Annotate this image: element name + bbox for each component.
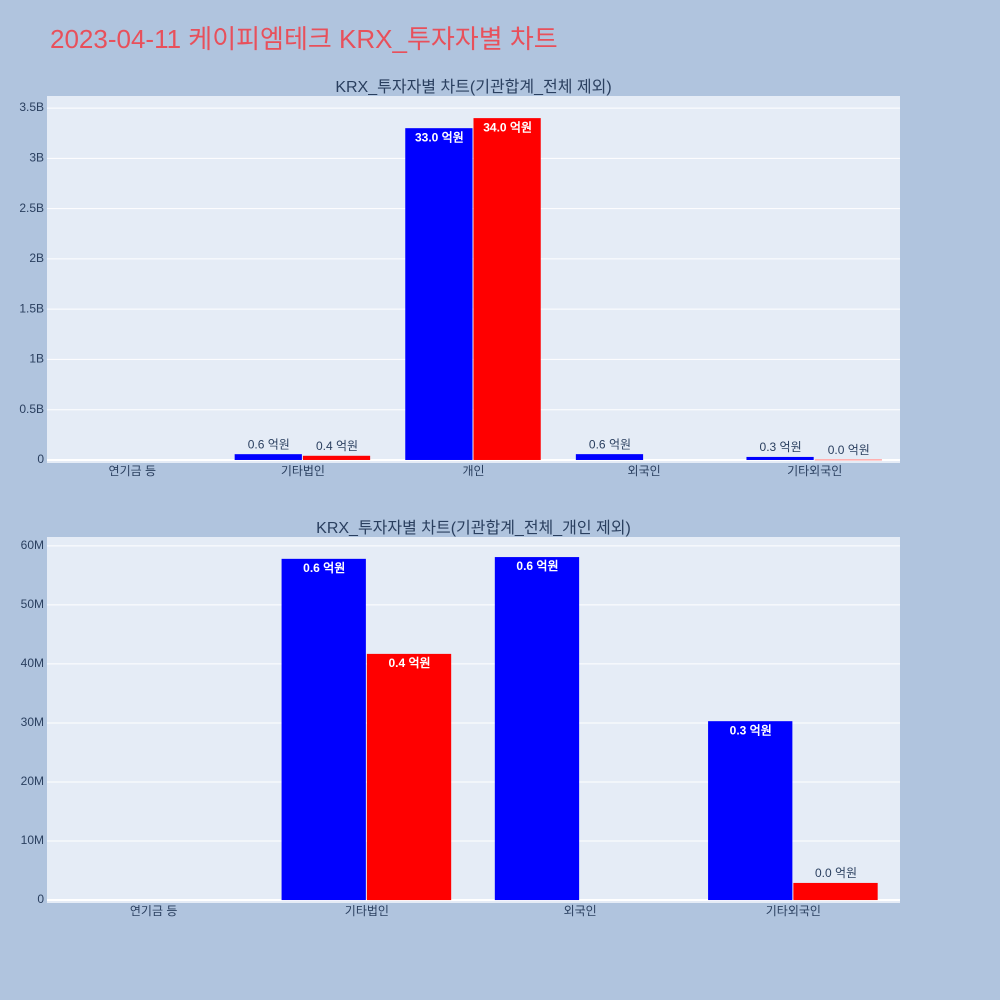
bar bbox=[575, 454, 644, 460]
value-label: 0.0 억원 bbox=[815, 866, 857, 880]
y-tick-label: 30M bbox=[21, 715, 44, 729]
bar bbox=[302, 455, 371, 460]
y-tick-label: 3B bbox=[29, 151, 44, 165]
value-label: 0.0 억원 bbox=[828, 443, 870, 457]
chart-title: KRX_투자자별 차트(기관합계_전체 제외) bbox=[335, 78, 611, 96]
bar bbox=[494, 557, 580, 901]
y-tick-label: 50M bbox=[21, 597, 44, 611]
value-label: 0.4 억원 bbox=[316, 439, 358, 453]
x-tick-label: 기타외국인 bbox=[766, 904, 821, 918]
bar bbox=[281, 558, 366, 901]
value-label: 34.0 억원 bbox=[483, 120, 532, 134]
chart-title: KRX_투자자별 차트(기관합계_전체_개인 제외) bbox=[316, 519, 631, 537]
y-tick-label: 10M bbox=[21, 833, 44, 847]
y-tick-label: 60M bbox=[21, 538, 44, 552]
value-label: 0.4 억원 bbox=[388, 656, 430, 670]
y-tick-label: 2B bbox=[29, 251, 44, 265]
bar bbox=[746, 456, 814, 460]
x-tick-label: 연기금 등 bbox=[130, 904, 178, 918]
value-label: 0.6 억원 bbox=[516, 559, 558, 573]
x-tick-label: 연기금 등 bbox=[109, 464, 157, 478]
value-label: 0.3 억원 bbox=[730, 723, 772, 737]
x-tick-label: 개인 bbox=[462, 464, 484, 478]
bar bbox=[793, 882, 878, 901]
bar bbox=[708, 721, 793, 901]
x-tick-label: 기타외국인 bbox=[787, 464, 842, 478]
value-label: 0.6 억원 bbox=[589, 437, 631, 451]
y-tick-label: 20M bbox=[21, 774, 44, 788]
value-label: 0.6 억원 bbox=[303, 561, 345, 575]
bar bbox=[405, 128, 473, 460]
x-tick-label: 기타법인 bbox=[345, 904, 389, 918]
x-tick-label: 기타법인 bbox=[281, 464, 325, 478]
y-tick-label: 2.5B bbox=[19, 201, 44, 215]
y-tick-label: 1B bbox=[29, 352, 44, 366]
y-tick-label: 1.5B bbox=[19, 301, 44, 315]
page-title: 2023-04-11 케이피엠테크 KRX_투자자별 차트 bbox=[50, 24, 558, 54]
y-tick-label: 40M bbox=[21, 656, 44, 670]
bar bbox=[814, 459, 882, 461]
x-tick-label: 외국인 bbox=[564, 904, 597, 918]
value-label: 0.6 억원 bbox=[248, 437, 290, 451]
bar bbox=[366, 653, 452, 901]
y-tick-label: 0.5B bbox=[19, 402, 44, 416]
x-tick-label: 외국인 bbox=[628, 464, 661, 478]
bar bbox=[473, 118, 541, 460]
y-tick-label: 0 bbox=[37, 452, 44, 466]
bar bbox=[234, 454, 302, 460]
y-tick-label: 0 bbox=[37, 892, 44, 906]
value-label: 0.3 억원 bbox=[760, 440, 802, 454]
y-tick-label: 3.5B bbox=[19, 100, 44, 114]
value-label: 33.0 억원 bbox=[415, 130, 464, 144]
